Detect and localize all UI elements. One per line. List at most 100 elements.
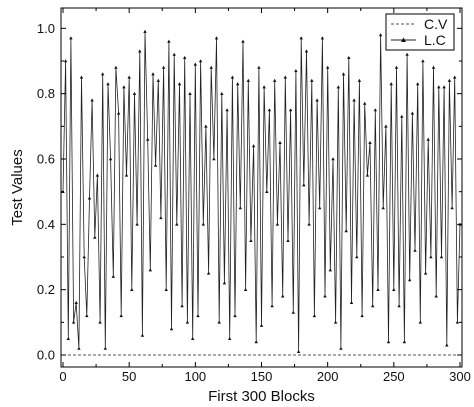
lc-data-point [397, 304, 401, 308]
lc-data-point [315, 98, 319, 102]
lc-data-point [402, 340, 407, 344]
lc-data-point [347, 55, 351, 59]
lc-data-point [328, 268, 332, 272]
lc-data-point [302, 183, 306, 187]
lc-data-point [230, 75, 235, 79]
lc-data-point [355, 255, 359, 259]
lc-data-point [283, 75, 287, 79]
lc-data-point [138, 49, 142, 53]
lc-data-point [246, 78, 250, 82]
lc-data-point [85, 314, 89, 318]
lc-data-point [286, 238, 290, 242]
lc-data-point [191, 336, 195, 340]
lc-data-point [103, 346, 107, 350]
lc-data-point [270, 304, 274, 308]
lc-data-point [336, 85, 340, 89]
lc-data-point [265, 189, 269, 193]
lc-data-point [310, 78, 314, 82]
lc-data-point [281, 294, 285, 298]
x-tick-label: 300 [449, 369, 471, 384]
lc-data-point [212, 157, 216, 161]
lc-data-point [119, 314, 123, 318]
lc-data-point [431, 65, 436, 69]
lc-data-point [331, 157, 335, 161]
lc-data-point [193, 62, 197, 66]
legend-label-lc: L.C [424, 32, 446, 48]
lc-data-point [161, 65, 166, 69]
lc-data-point [344, 229, 348, 233]
lc-data-point [98, 320, 102, 324]
lc-data-point [243, 287, 248, 291]
lc-data-point [251, 144, 256, 148]
lc-data-point [392, 287, 396, 291]
lc-data-point [257, 65, 261, 69]
lc-data-point [140, 333, 145, 337]
lc-data-point [365, 173, 370, 177]
lc-data-point [180, 304, 184, 308]
lc-data-point [71, 320, 76, 324]
lc-data-point [405, 52, 409, 56]
y-tick-label: 0.4 [37, 217, 55, 232]
x-tick-label: 150 [251, 369, 273, 384]
lc-data-point [236, 82, 240, 86]
lc-data-point [339, 346, 343, 350]
lc-data-point [267, 108, 272, 112]
lc-data-point [408, 278, 412, 282]
lc-data-point [413, 248, 417, 252]
lc-data-point [426, 137, 430, 141]
lc-data-point [69, 36, 73, 40]
lc-data-point [357, 78, 362, 82]
lc-data-point [124, 173, 129, 177]
lc-data-point [307, 222, 311, 226]
lc-data-point [410, 111, 415, 115]
lc-data-point [238, 206, 242, 210]
lc-data-point [450, 206, 454, 210]
x-tick-label: 50 [122, 369, 136, 384]
lc-data-point [77, 346, 81, 350]
lc-data-point [400, 114, 404, 118]
lc-data-point [278, 140, 282, 144]
y-tick-label: 0.8 [37, 86, 55, 101]
lc-data-point [209, 65, 213, 69]
lc-data-point [111, 274, 115, 278]
lc-data-point [116, 111, 121, 115]
lc-data-point [368, 140, 372, 144]
lc-data-point [156, 78, 160, 82]
x-tick-label: 100 [184, 369, 206, 384]
lc-data-point [291, 310, 295, 314]
lc-data-point [349, 300, 354, 304]
lc-data-point [114, 65, 118, 69]
lc-data-point [418, 320, 422, 324]
lc-data-point [132, 91, 137, 95]
lc-data-point [304, 49, 309, 53]
lc-data-point [146, 137, 150, 141]
x-tick-label: 0 [59, 369, 66, 384]
y-tick-label: 1.0 [37, 21, 55, 36]
lc-data-point [228, 336, 232, 340]
lc-data-point [439, 255, 444, 259]
lc-data-point [151, 72, 155, 76]
lc-data-point [233, 314, 237, 318]
y-tick-label: 0.0 [37, 348, 55, 363]
lc-data-point [442, 85, 446, 89]
legend-lc-marker-icon [401, 37, 406, 42]
lc-data-point [273, 78, 277, 82]
lc-data-point [434, 294, 438, 298]
lc-data-point [148, 268, 152, 272]
lc-data-point [381, 206, 385, 210]
lc-data-point [318, 206, 322, 210]
lc-data-point [143, 29, 147, 33]
lc-data-point [378, 33, 383, 37]
lc-data-point [106, 82, 110, 86]
lc-data-point [288, 108, 293, 112]
lc-data-point [188, 91, 192, 95]
lc-data-point [204, 124, 208, 128]
lc-data-point [101, 72, 105, 76]
lc-data-point [296, 349, 301, 353]
x-tick-label: 250 [383, 369, 405, 384]
lc-data-point [87, 196, 92, 200]
lc-data-point [206, 271, 211, 275]
lc-data-point [185, 320, 190, 324]
lc-data-point [167, 39, 171, 43]
